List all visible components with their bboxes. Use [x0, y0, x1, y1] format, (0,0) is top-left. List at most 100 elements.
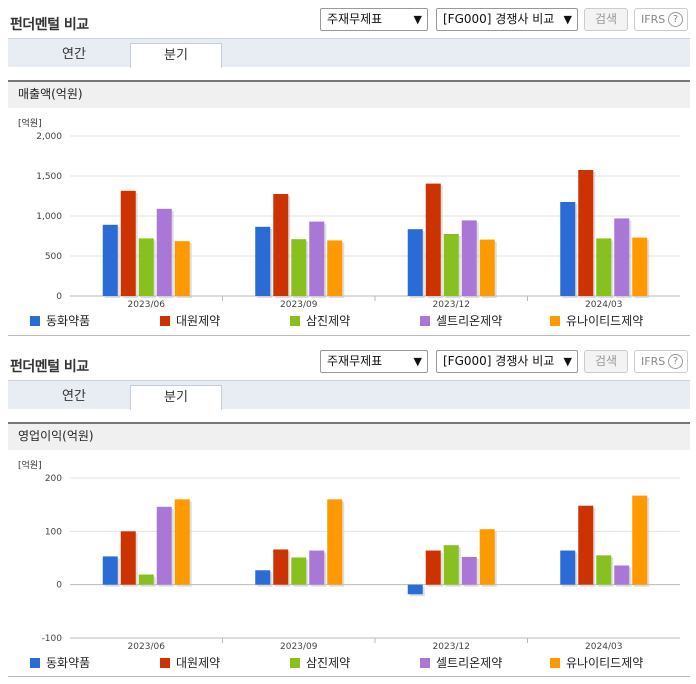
- help-icon[interactable]: ?: [668, 354, 683, 369]
- divider: [8, 335, 690, 336]
- legend-swatch: [550, 316, 560, 326]
- x-tick-label: 2023/12: [433, 300, 470, 310]
- x-tick-label: 2023/06: [128, 300, 166, 310]
- bar-2023-12-1: [425, 550, 441, 585]
- bar-2023-12-3: [461, 220, 477, 296]
- bar-2024-03-3: [614, 565, 630, 585]
- chevron-down-icon: ▼: [413, 13, 422, 26]
- fundamental-panel-1: 펀더멘털 비교 주재무제표 ▼ [FG000] 경쟁사 비교 ▼ 검색 IFRS…: [8, 8, 690, 338]
- chart-title: 영업이익(억원): [8, 422, 690, 450]
- bar-2023-12-1: [425, 183, 441, 296]
- bar-2023-12-2: [443, 545, 459, 585]
- panel-header: 펀더멘털 비교 주재무제표 ▼ [FG000] 경쟁사 비교 ▼ 검색 IFRS…: [8, 350, 690, 380]
- search-button[interactable]: 검색: [584, 350, 628, 373]
- bar-2024-03-4: [632, 237, 648, 296]
- ifrs-button[interactable]: IFRS ?: [634, 8, 688, 31]
- x-tick-label: 2024/03: [585, 642, 622, 652]
- bar-2023-12-4: [479, 239, 495, 296]
- chart-legend: 동화약품 대원제약 삼진제약 셀트리온제약 유나이티드제약: [8, 314, 690, 332]
- period-tabs: 연간 분기: [8, 380, 690, 410]
- y-tick-label: 100: [45, 527, 62, 537]
- bar-2023-12-3: [461, 556, 477, 585]
- legend-item[interactable]: 셀트리온제약: [420, 656, 502, 670]
- legend-label: 유나이티드제약: [566, 656, 644, 670]
- legend-swatch: [290, 316, 300, 326]
- tab-annual[interactable]: 연간: [62, 47, 86, 62]
- bar-2023-06-4: [174, 241, 190, 296]
- y-tick-label: 1,500: [36, 172, 62, 182]
- legend-item[interactable]: 삼진제약: [290, 314, 350, 328]
- bar-2023-06-0: [102, 224, 118, 296]
- tab-quarterly[interactable]: 분기: [130, 385, 222, 410]
- legend-label: 삼진제약: [306, 656, 351, 670]
- panel-header: 펀더멘털 비교 주재무제표 ▼ [FG000] 경쟁사 비교 ▼ 검색 IFRS…: [8, 8, 690, 38]
- bar-2023-12-4: [479, 529, 495, 585]
- bar-2024-03-1: [578, 170, 594, 296]
- legend-label: 삼진제약: [306, 314, 351, 328]
- search-button[interactable]: 검색: [584, 8, 628, 31]
- legend-swatch: [420, 658, 430, 668]
- bar-2023-06-2: [138, 574, 154, 585]
- tab-quarterly[interactable]: 분기: [130, 43, 222, 68]
- panel-title: 펀더멘털 비교: [10, 359, 89, 375]
- statement-select[interactable]: 주재무제표 ▼: [320, 350, 428, 373]
- statement-select-value: 주재무제표: [327, 12, 383, 26]
- legend-label: 유나이티드제약: [566, 314, 644, 328]
- y-tick-label: 0: [56, 292, 62, 302]
- statement-select[interactable]: 주재무제표 ▼: [320, 8, 428, 31]
- bar-2023-09-4: [327, 240, 343, 296]
- legend-swatch: [420, 316, 430, 326]
- legend-item[interactable]: 대원제약: [160, 656, 220, 670]
- legend-swatch: [550, 658, 560, 668]
- chevron-down-icon: ▼: [563, 355, 572, 368]
- bar-2023-09-2: [291, 239, 307, 296]
- chevron-down-icon: ▼: [563, 13, 572, 26]
- legend-swatch: [290, 658, 300, 668]
- y-unit-label: [억원]: [18, 117, 42, 129]
- bar-2023-06-0: [102, 556, 118, 585]
- x-tick-label: 2024/03: [585, 300, 622, 310]
- bar-2023-12-0: [407, 584, 423, 595]
- divider: [8, 676, 690, 677]
- x-tick-label: 2023/09: [280, 642, 318, 652]
- compare-select[interactable]: [FG000] 경쟁사 비교 ▼: [436, 350, 578, 373]
- legend-item[interactable]: 유나이티드제약: [550, 656, 643, 670]
- ifrs-button[interactable]: IFRS ?: [634, 350, 688, 373]
- statement-select-value: 주재무제표: [327, 354, 383, 368]
- bar-2024-03-3: [614, 218, 630, 296]
- y-tick-label: 500: [45, 252, 62, 262]
- x-tick-label: 2023/09: [280, 300, 318, 310]
- legend-item[interactable]: 동화약품: [30, 656, 90, 670]
- bar-2023-09-1: [273, 549, 289, 585]
- bar-2023-06-3: [156, 506, 172, 585]
- legend-item[interactable]: 유나이티드제약: [550, 314, 643, 328]
- legend-item[interactable]: 삼진제약: [290, 656, 350, 670]
- sales-chart: [억원] 0 500 1,000 1,500 2,000 2023/06 2023/09 202…: [18, 117, 680, 310]
- x-tick-label: 2023/06: [128, 642, 166, 652]
- y-tick-label: 2,000: [36, 132, 62, 142]
- y-unit-label: [억원]: [18, 459, 42, 471]
- bar-2023-06-1: [120, 531, 136, 585]
- compare-select-value: [FG000] 경쟁사 비교: [443, 354, 555, 368]
- bar-2023-06-2: [138, 238, 154, 296]
- y-tick-label: 1,000: [36, 212, 62, 222]
- legend-item[interactable]: 셀트리온제약: [420, 314, 502, 328]
- legend-item[interactable]: 동화약품: [30, 314, 90, 328]
- compare-select[interactable]: [FG000] 경쟁사 비교 ▼: [436, 8, 578, 31]
- panel-title: 펀더멘털 비교: [10, 17, 89, 33]
- tab-annual[interactable]: 연간: [62, 389, 86, 404]
- bar-2023-09-4: [327, 499, 343, 585]
- bar-2023-09-2: [291, 557, 307, 585]
- ifrs-label: IFRS: [641, 13, 666, 26]
- bar-2024-03-2: [596, 555, 612, 585]
- legend-item[interactable]: 대원제약: [160, 314, 220, 328]
- y-tick-label: 200: [45, 474, 62, 484]
- bar-2023-09-0: [255, 570, 271, 585]
- fundamental-panel-2: 펀더멘털 비교 주재무제표 ▼ [FG000] 경쟁사 비교 ▼ 검색 IFRS…: [8, 350, 690, 684]
- x-tick-label: 2023/12: [433, 642, 470, 652]
- bar-2023-09-3: [309, 221, 325, 296]
- legend-swatch: [30, 316, 40, 326]
- help-icon[interactable]: ?: [668, 12, 683, 27]
- legend-label: 셀트리온제약: [436, 314, 503, 328]
- operating-profit-chart: [억원] -100 0 100 200 2023/06 2023/09 2023/12 2024…: [18, 459, 680, 652]
